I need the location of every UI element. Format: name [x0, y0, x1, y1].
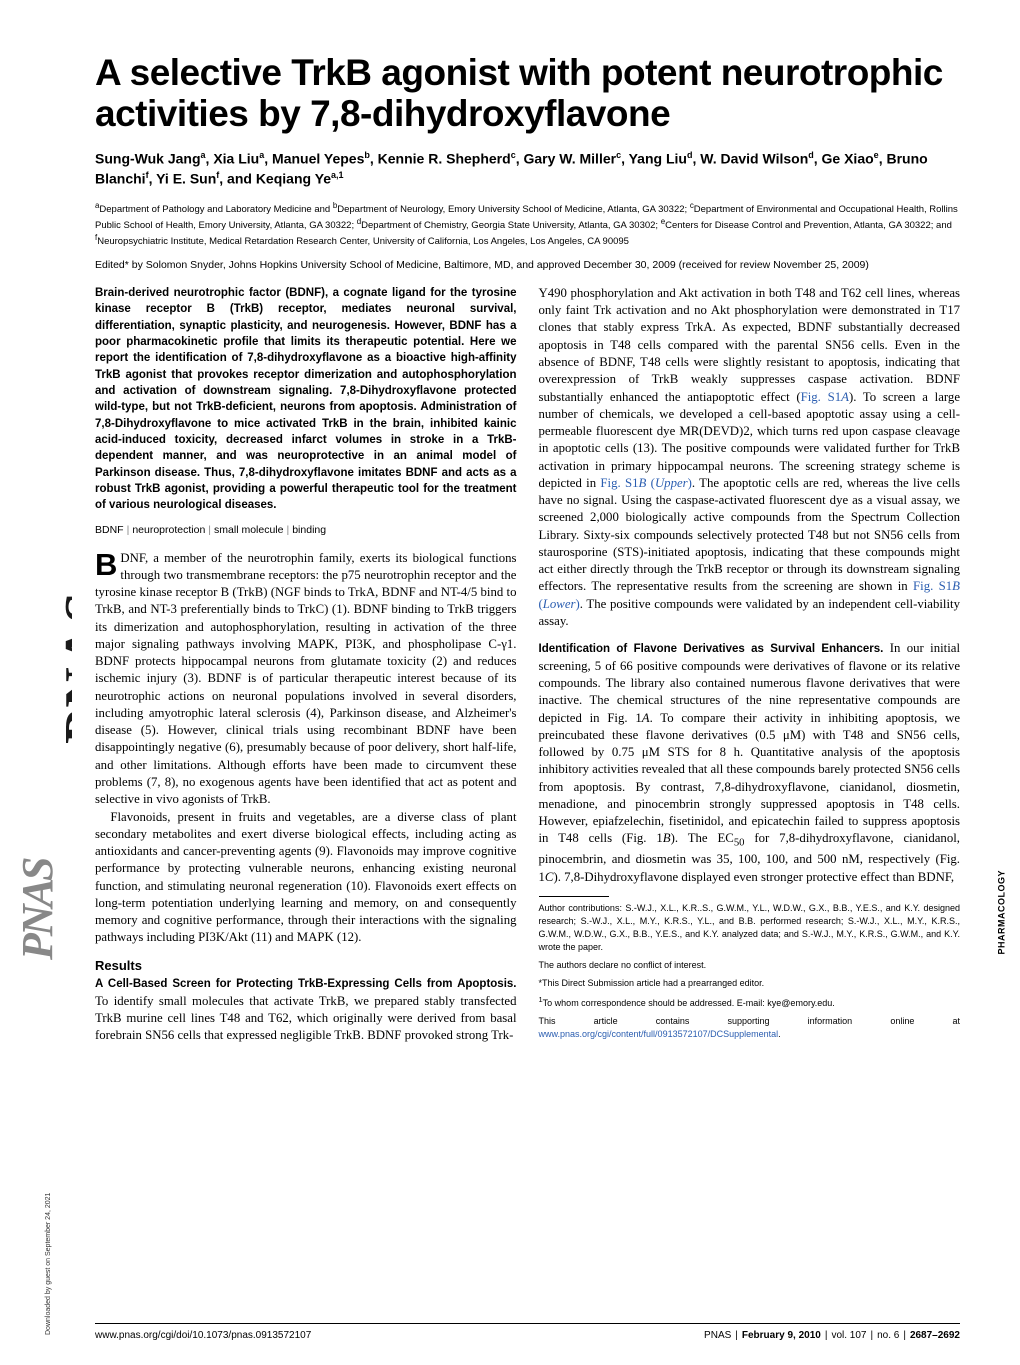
page-footer: www.pnas.org/cgi/doi/10.1073/pnas.091357…: [95, 1323, 960, 1341]
two-column-body: Brain-derived neurotrophic factor (BDNF)…: [95, 285, 960, 1045]
editor-line: Edited* by Solomon Snyder, Johns Hopkins…: [95, 259, 960, 273]
article-title: A selective TrkB agonist with potent neu…: [95, 52, 960, 135]
keywords: BDNF|neuroprotection|small molecule|bind…: [95, 524, 517, 536]
keyword: neuroprotection: [132, 524, 205, 536]
footer-pages: 2687–2692: [910, 1330, 960, 1341]
intro-p2: Flavonoids, present in fruits and vegeta…: [95, 809, 517, 947]
logo-text: PNAS: [54, 590, 72, 744]
footer-vol: vol. 107: [831, 1330, 866, 1341]
results-p3: In our initial screening, 5 of 66 positi…: [539, 641, 961, 883]
footer-citation: PNAS|February 9, 2010|vol. 107|no. 6|268…: [704, 1330, 960, 1341]
download-note: Downloaded by guest on September 24, 202…: [45, 1135, 52, 1335]
results-p2: Y490 phosphorylation and Akt activation …: [539, 285, 961, 630]
results-heading: Results: [95, 957, 517, 975]
footer-no: no. 6: [877, 1330, 899, 1341]
page: PNAS PNAS PNAS A selective TrkB agonist …: [0, 0, 1020, 1365]
author-list: Sung-Wuk Janga, Xia Liua, Manuel Yepesb,…: [95, 149, 960, 190]
correspondence: 1To whom correspondence should be addres…: [539, 995, 961, 1010]
conflict-statement: The authors declare no conflict of inter…: [539, 959, 961, 972]
footnotes-rule: [539, 896, 609, 897]
keyword: binding: [292, 524, 326, 536]
results-p1: To identify small molecules that activat…: [95, 994, 517, 1043]
footnotes: Author contributions: S.-W.J., X.L., K.R…: [539, 902, 961, 1041]
affiliations: aDepartment of Pathology and Laboratory …: [95, 201, 960, 249]
footer-doi: www.pnas.org/cgi/doi/10.1073/pnas.091357…: [95, 1330, 311, 1341]
subhead-screen: A Cell-Based Screen for Protecting TrkB-…: [95, 978, 517, 990]
author-contributions: Author contributions: S.-W.J., X.L., K.R…: [539, 902, 961, 954]
editor-note: *This Direct Submission article had a pr…: [539, 977, 961, 990]
footer-journal: PNAS: [704, 1330, 731, 1341]
section-label: PHARMACOLOGY: [996, 870, 1006, 955]
keyword: BDNF: [95, 524, 124, 536]
keyword: small molecule: [214, 524, 283, 536]
logo-stripes: PNAS PNAS: [12, 760, 72, 960]
intro-p1: DNF, a member of the neurotrophin family…: [95, 551, 517, 807]
dropcap: B: [95, 550, 120, 578]
abstract: Brain-derived neurotrophic factor (BDNF)…: [95, 285, 517, 514]
supplemental-info: This article contains supporting informa…: [539, 1015, 961, 1041]
subhead-flavone: Identification of Flavone Derivatives as…: [539, 643, 884, 655]
journal-logo: PNAS PNAS PNAS: [12, 60, 72, 960]
footer-date: February 9, 2010: [742, 1330, 821, 1341]
